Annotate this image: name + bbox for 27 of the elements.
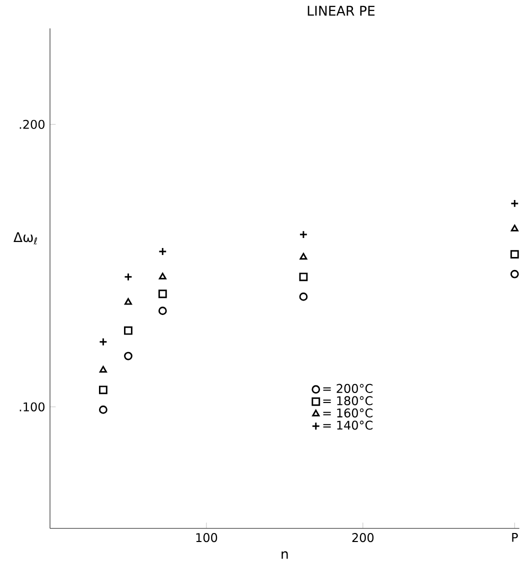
x-tick-label: P: [512, 533, 518, 542]
legend-label: = 180°C: [323, 396, 372, 406]
point: [510, 250, 519, 259]
point: [510, 270, 519, 278]
legend-label: = 160°C: [323, 408, 372, 418]
point: [124, 298, 132, 305]
y-tick-label: .200: [20, 120, 44, 129]
point: [299, 272, 308, 282]
point: [300, 252, 308, 260]
point: [99, 366, 107, 373]
point: [510, 224, 518, 232]
point: [158, 272, 166, 280]
point: [299, 292, 308, 301]
x-tick-label: 100: [196, 533, 218, 542]
chart-title: LINEAR PE: [308, 6, 375, 16]
y-axis-title: Δω$_{ℓ}$: [14, 232, 38, 244]
legend-label: = 200°C: [323, 384, 372, 394]
point: [158, 290, 167, 298]
y-tick-label: .100: [20, 402, 44, 412]
point: [98, 386, 108, 394]
x-axis-title: n: [282, 551, 288, 559]
point: [124, 352, 132, 360]
x-tick-label: 200: [352, 533, 374, 542]
point: [124, 326, 132, 335]
legend-label: = 140°C: [323, 420, 372, 430]
point: [158, 306, 167, 316]
point: [98, 405, 108, 414]
